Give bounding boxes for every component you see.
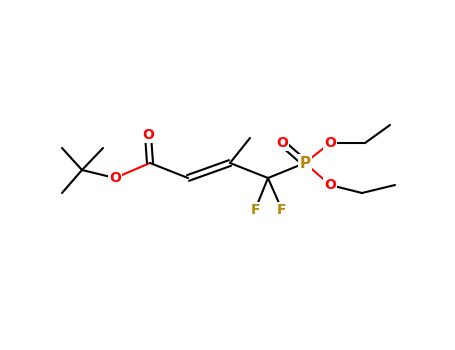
Text: F: F (250, 203, 260, 217)
Text: O: O (324, 136, 336, 150)
Text: O: O (142, 128, 154, 142)
Text: O: O (109, 171, 121, 185)
Text: F: F (277, 203, 287, 217)
Text: P: P (299, 155, 311, 170)
Text: O: O (324, 178, 336, 192)
Text: O: O (276, 136, 288, 150)
